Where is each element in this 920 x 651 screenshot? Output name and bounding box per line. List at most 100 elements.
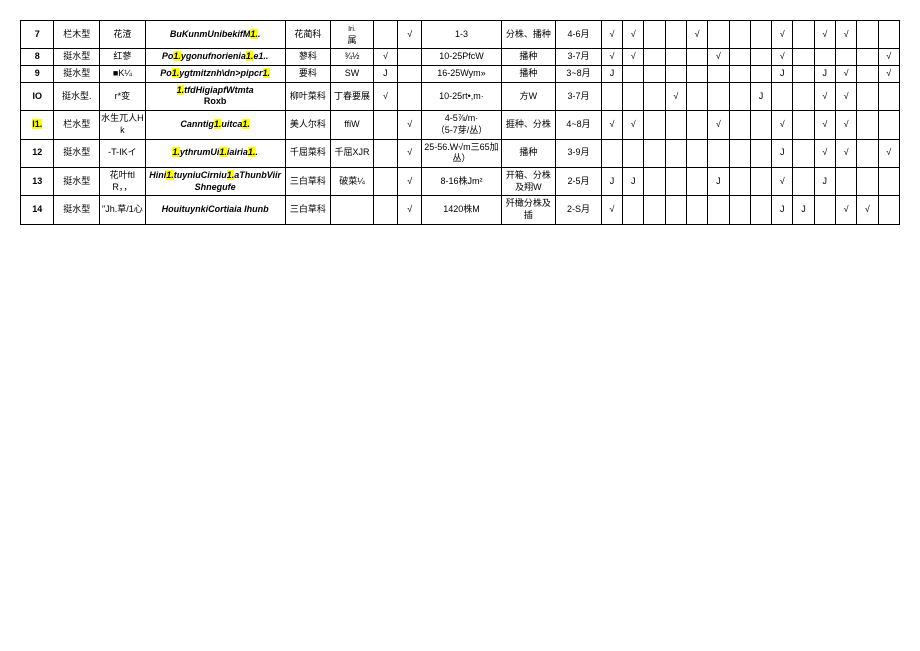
cell-month-6: √ (708, 49, 729, 66)
cell-month-12: √ (835, 111, 856, 139)
cell-month-1: J (601, 66, 622, 83)
cell-month-7 (729, 111, 750, 139)
cell-month-7 (729, 82, 750, 110)
cell-density: 1420株M (422, 196, 501, 224)
cell-family: 千屈菜科 (285, 139, 331, 167)
cell-month-8 (750, 21, 771, 49)
cell-check-1: √ (373, 82, 397, 110)
cell-time: 2-5月 (556, 167, 602, 195)
cell-time: 4-6月 (556, 21, 602, 49)
cell-month-6 (708, 82, 729, 110)
table-row: IO挺水型.r*变1.tfdHigiapfWtmta Roxb柳叶菜科丁春要展√… (21, 82, 900, 110)
cell-density: 8-16株Jm² (422, 167, 501, 195)
cell-month-2: J (623, 167, 644, 195)
cell-month-5 (686, 139, 707, 167)
cell-density: 16-25Wym» (422, 66, 501, 83)
cell-check-2: √ (398, 167, 422, 195)
cell-month-11: √ (814, 21, 835, 49)
cell-month-3 (644, 196, 665, 224)
table-row: 8挺水型红蓼Po1.ygonufnorienia1.e1..蓼科¾½√10-25… (21, 49, 900, 66)
cell-month-8 (750, 66, 771, 83)
cell-latin: Po1.ygtmitznh\dn>pipcr1. (145, 66, 285, 83)
cell-name: r*变 (100, 82, 146, 110)
cell-type: 挺水型 (54, 49, 100, 66)
cell-check-2 (398, 66, 422, 83)
cell-month-8 (750, 111, 771, 139)
cell-month-9: √ (772, 49, 793, 66)
cell-check-1 (373, 21, 397, 49)
cell-month-8 (750, 139, 771, 167)
cell-month-4 (665, 111, 686, 139)
cell-genus: Iri.属 (331, 21, 374, 49)
cell-time: 3-9月 (556, 139, 602, 167)
plant-table: 7栏木型花渣BuKunmUnibekifM1..花蔺科Iri.属√1-3分株、播… (20, 20, 900, 225)
cell-index: 12 (21, 139, 54, 167)
cell-month-3 (644, 167, 665, 195)
cell-month-14: √ (878, 139, 900, 167)
cell-family: 要科 (285, 66, 331, 83)
table-row: 14挺水型"Jh.草/1心HouituynkiCortiaia Ihunb三白草… (21, 196, 900, 224)
cell-month-5: √ (686, 21, 707, 49)
cell-name: 水生兀人Hk (100, 111, 146, 139)
table-row: I1.栏水型水生兀人HkCanntig1.uitca1.美人尔科ffiW√4-5… (21, 111, 900, 139)
cell-family: 柳叶菜科 (285, 82, 331, 110)
cell-time: 3-7月 (556, 82, 602, 110)
cell-month-1 (601, 139, 622, 167)
cell-month-10: J (793, 196, 814, 224)
cell-method: 播种 (501, 139, 556, 167)
cell-month-7 (729, 49, 750, 66)
cell-month-4 (665, 21, 686, 49)
cell-month-4 (665, 66, 686, 83)
cell-check-1 (373, 111, 397, 139)
cell-month-9: √ (772, 111, 793, 139)
cell-month-5 (686, 196, 707, 224)
cell-month-2 (623, 66, 644, 83)
cell-month-14 (878, 21, 900, 49)
cell-check-2: √ (398, 139, 422, 167)
cell-genus: ffiW (331, 111, 374, 139)
cell-month-11: √ (814, 111, 835, 139)
cell-month-12 (835, 167, 856, 195)
cell-check-2 (398, 82, 422, 110)
cell-method: 开箱、分株及翔W (501, 167, 556, 195)
cell-month-13 (857, 49, 878, 66)
cell-genus: ¾½ (331, 49, 374, 66)
cell-type: 挺水型 (54, 167, 100, 195)
cell-month-4: √ (665, 82, 686, 110)
cell-density: 1-3 (422, 21, 501, 49)
cell-month-12: √ (835, 196, 856, 224)
cell-type: 挺水型 (54, 139, 100, 167)
cell-month-5 (686, 66, 707, 83)
cell-month-10 (793, 82, 814, 110)
cell-name: 花叶ftIR，， (100, 167, 146, 195)
cell-check-1 (373, 196, 397, 224)
cell-type: 挺水型 (54, 66, 100, 83)
cell-method: 歼橄分株及插 (501, 196, 556, 224)
cell-density: 10-25rt•,m· (422, 82, 501, 110)
cell-month-6 (708, 196, 729, 224)
cell-month-6: J (708, 167, 729, 195)
cell-genus (331, 196, 374, 224)
cell-type: 栏木型 (54, 21, 100, 49)
cell-family: 三白草科 (285, 167, 331, 195)
cell-month-14 (878, 196, 900, 224)
cell-month-4 (665, 139, 686, 167)
cell-type: 栏水型 (54, 111, 100, 139)
cell-month-9: J (772, 139, 793, 167)
cell-month-8 (750, 196, 771, 224)
cell-month-5 (686, 167, 707, 195)
cell-name: -T-IKイ (100, 139, 146, 167)
cell-latin: 1.tfdHigiapfWtmta Roxb (145, 82, 285, 110)
cell-month-5 (686, 111, 707, 139)
cell-index: 9 (21, 66, 54, 83)
cell-month-9: √ (772, 167, 793, 195)
cell-month-6 (708, 139, 729, 167)
cell-time: 4~8月 (556, 111, 602, 139)
cell-month-13 (857, 167, 878, 195)
cell-month-1: √ (601, 196, 622, 224)
cell-month-14 (878, 111, 900, 139)
cell-month-9: J (772, 66, 793, 83)
cell-month-7 (729, 167, 750, 195)
cell-month-3 (644, 49, 665, 66)
cell-density: 25-56.W√m三65加丛） (422, 139, 501, 167)
